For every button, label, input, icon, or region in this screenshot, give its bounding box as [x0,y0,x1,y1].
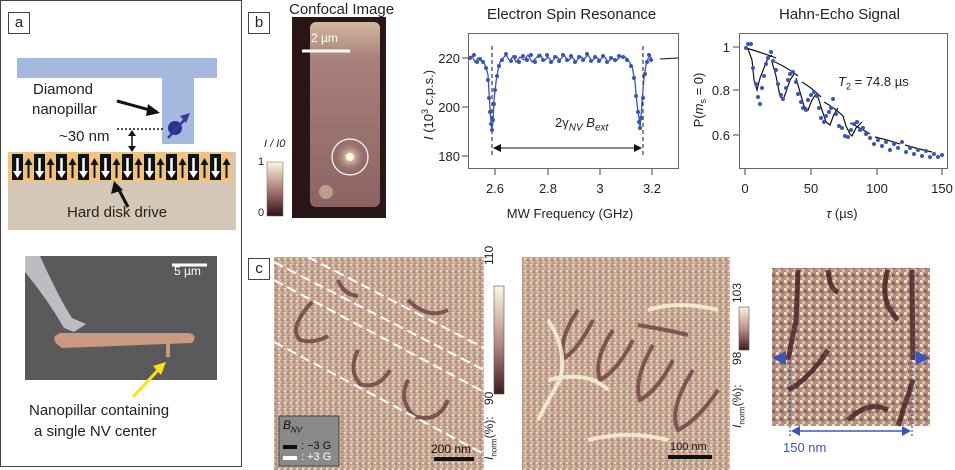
panel-b-tag: b [248,12,270,34]
confocal-colorbar [266,161,284,217]
legend-neg: : −3 G [301,440,332,452]
map1-colorbar-min: 90 [482,391,496,405]
hahn-annotation: T2 = 74.8 µs [838,74,909,92]
sem-scale-label: 5 µm [174,264,201,278]
map2-colorbar-min: 98 [730,351,744,365]
magnetic-domains [12,154,231,180]
label-distance: ~30 nm [59,128,110,145]
legend-title: BNV [283,418,303,435]
hahn-chart: 1 0.8 0.6 0 50 100 150 τ (µs) P(ms = 0) [691,33,953,221]
confocal-colorbar-min: 0 [258,207,265,219]
svg-text:150: 150 [931,181,953,196]
esr-title: Electron Spin Resonance [487,6,657,23]
svg-text:τ (µs): τ (µs) [826,206,857,221]
hahn-title: Hahn-Echo Signal [779,6,900,23]
confocal-colorbar-label: I / I0 [264,138,286,150]
map2-image [522,257,730,470]
svg-text:0.8: 0.8 [712,83,730,98]
map2-colorbar [738,306,750,351]
panel-a-schematic [8,58,236,399]
confocal-image [266,17,386,218]
svg-text:2.8: 2.8 [539,181,557,196]
confocal-scale-label: 2 µm [311,31,338,45]
svg-text:220: 220 [438,51,460,66]
svg-text:0.6: 0.6 [712,128,730,143]
map2-scale-label: 100 nm [670,441,707,453]
panel-c-tag: c [248,258,270,280]
panel-c-maps [273,256,930,470]
label-hdd: Hard disk drive [67,204,168,221]
map3-scale-label: 150 nm [783,440,827,455]
label-diamond: Diamond [33,81,94,98]
map1-colorbar-label: Inorm(%): [482,416,499,460]
panel-a-tag: a [8,12,30,34]
svg-text:3.2: 3.2 [643,181,661,196]
map1-colorbar [493,285,505,395]
sem-image [25,256,217,380]
svg-text:2.6: 2.6 [486,181,504,196]
svg-text:1: 1 [723,40,730,55]
map2-colorbar-max: 103 [730,282,744,303]
legend-pos: : +3 G [301,451,332,463]
caption-line2: a single NV center [34,423,157,440]
esr-annotation: 2γNV Bext [555,115,609,134]
confocal-colorbar-max: 1 [258,156,265,168]
label-nanopillar: nanopillar [32,101,98,118]
caption-line1: Nanopillar containing [29,402,170,419]
svg-text:MW Frequency (GHz): MW Frequency (GHz) [507,206,633,221]
svg-text:200: 200 [438,100,460,115]
nv-center-icon [168,121,182,135]
panel-a [0,0,242,467]
svg-text:I (103 c.p.s.): I (103 c.p.s.) [420,70,436,140]
svg-text:P(ms = 0): P(ms = 0) [691,73,708,128]
svg-text:100: 100 [866,181,888,196]
confocal-title: Confocal Image [289,1,395,18]
svg-text:0: 0 [741,181,748,196]
svg-text:180: 180 [438,149,460,164]
map2-colorbar-label: Inorm(%): [730,384,747,428]
map1-scale-label: 200 nm [431,442,472,456]
map1-colorbar-max: 110 [482,245,496,265]
svg-text:50: 50 [804,181,818,196]
svg-text:3: 3 [596,181,603,196]
